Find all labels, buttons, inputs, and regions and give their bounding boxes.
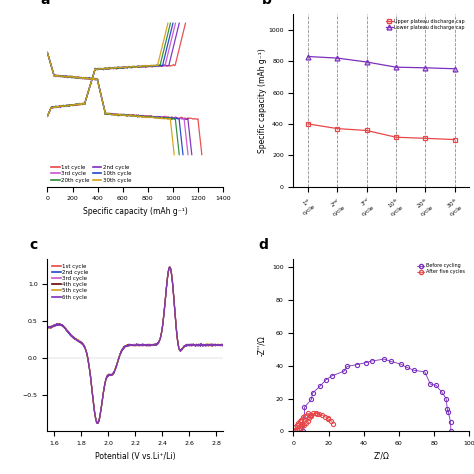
After five cycles <box>298 425 303 431</box>
Before cycling <box>448 428 454 434</box>
X-axis label: Specific capacity (mAh g⁻¹): Specific capacity (mAh g⁻¹) <box>83 207 188 216</box>
Before cycling <box>422 369 428 374</box>
Text: a: a <box>40 0 50 7</box>
After five cycles <box>297 419 302 424</box>
Before cycling <box>341 368 347 374</box>
Legend: Upper plateau discharge cap, Lower plateau discharge cap: Upper plateau discharge cap, Lower plate… <box>383 17 467 31</box>
After five cycles <box>300 424 305 429</box>
Before cycling <box>302 413 308 419</box>
Before cycling <box>433 383 439 388</box>
After five cycles <box>325 415 331 421</box>
After five cycles <box>298 417 304 423</box>
After five cycles <box>310 410 316 416</box>
Legend: 1st cycle, 3rd cycle, 20th cycle, 2nd cycle, 10th cycle, 30th cycle: 1st cycle, 3rd cycle, 20th cycle, 2nd cy… <box>50 164 132 184</box>
Before cycling <box>301 404 307 410</box>
Before cycling <box>443 396 449 401</box>
After five cycles <box>313 410 319 416</box>
After five cycles <box>305 410 310 416</box>
Text: b: b <box>262 0 272 7</box>
Before cycling <box>404 365 410 370</box>
After five cycles <box>303 420 309 426</box>
Legend: 1st cycle, 2nd cycle, 3rd cycle, 4th cycle, 5th cycle, 6th cycle: 1st cycle, 2nd cycle, 3rd cycle, 4th cyc… <box>50 262 91 302</box>
After five cycles <box>319 412 325 418</box>
Text: c: c <box>30 238 38 252</box>
X-axis label: Z'/Ω: Z'/Ω <box>374 452 389 461</box>
Text: d: d <box>258 238 268 252</box>
After five cycles <box>292 424 298 430</box>
After five cycles <box>328 418 334 424</box>
Line: Before cycling: Before cycling <box>300 357 453 433</box>
After five cycles <box>307 415 312 421</box>
After five cycles <box>292 427 298 433</box>
X-axis label: Potential (V vs.Li⁺/Li): Potential (V vs.Li⁺/Li) <box>95 452 175 461</box>
Before cycling <box>369 358 374 364</box>
Line: After five cycles: After five cycles <box>293 411 335 433</box>
After five cycles <box>294 427 300 433</box>
After five cycles <box>314 411 319 417</box>
After five cycles <box>300 414 306 420</box>
After five cycles <box>294 422 300 428</box>
After five cycles <box>301 422 307 428</box>
Before cycling <box>354 362 360 367</box>
After five cycles <box>296 426 301 432</box>
After five cycles <box>330 421 336 427</box>
Legend: Before cycling, After five cycles: Before cycling, After five cycles <box>415 261 467 276</box>
Before cycling <box>299 421 305 427</box>
Before cycling <box>446 410 451 415</box>
Before cycling <box>309 397 314 402</box>
After five cycles <box>309 412 314 418</box>
Before cycling <box>310 390 315 396</box>
Before cycling <box>448 419 454 425</box>
After five cycles <box>305 418 310 423</box>
After five cycles <box>322 414 328 419</box>
After five cycles <box>325 416 330 421</box>
Before cycling <box>439 390 445 395</box>
Before cycling <box>364 360 369 365</box>
Before cycling <box>317 383 323 389</box>
Y-axis label: Specific capacity (mAh g⁻¹): Specific capacity (mAh g⁻¹) <box>258 48 267 153</box>
Before cycling <box>411 367 417 373</box>
After five cycles <box>307 412 313 418</box>
Before cycling <box>329 373 335 379</box>
After five cycles <box>302 413 308 419</box>
Before cycling <box>428 381 433 387</box>
Before cycling <box>445 406 450 411</box>
After five cycles <box>317 411 322 417</box>
Before cycling <box>323 377 328 383</box>
Before cycling <box>300 428 306 434</box>
After five cycles <box>308 413 314 419</box>
Before cycling <box>388 358 393 364</box>
After five cycles <box>295 420 301 426</box>
Before cycling <box>398 361 404 367</box>
Y-axis label: -Z''/Ω: -Z''/Ω <box>257 335 266 356</box>
Before cycling <box>381 356 387 362</box>
Before cycling <box>344 364 350 369</box>
After five cycles <box>292 428 298 433</box>
